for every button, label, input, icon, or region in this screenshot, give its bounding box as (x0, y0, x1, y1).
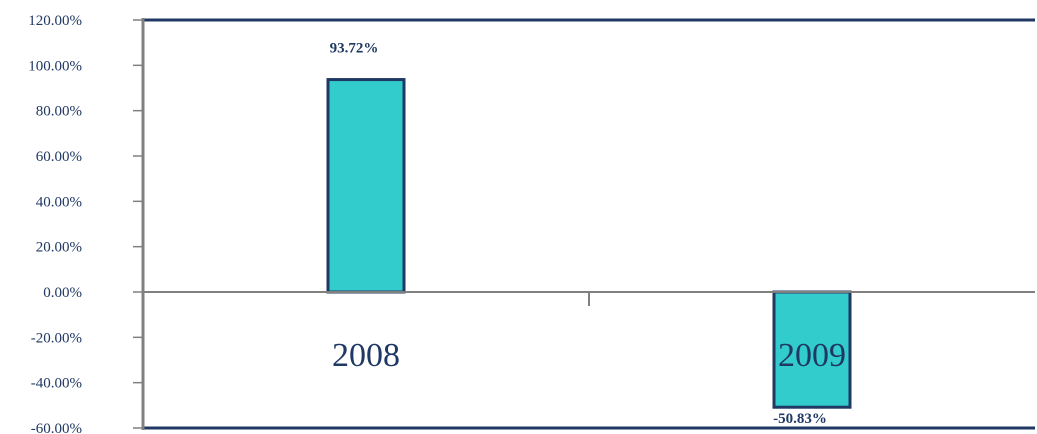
y-axis-ticks: 120.00% 100.00% 80.00% 60.00% 40.00% 20.00% 0.… (28, 13, 143, 434)
y-tick-label: 20.00% (36, 240, 82, 256)
y-tick-label: -60.00% (31, 421, 82, 434)
axes (141, 18, 1035, 430)
y-tick-label: 40.00% (36, 194, 82, 210)
data-label: 93.72% (330, 41, 379, 57)
y-tick-label: 0.00% (43, 285, 82, 301)
bar-2008 (326, 78, 406, 294)
bars (326, 78, 852, 409)
labels: 2008 93.72% 2009 -50.83% (330, 41, 846, 428)
plot-frame (143, 18, 1035, 430)
bar-2009 (772, 290, 852, 409)
data-label: -50.83% (773, 411, 827, 427)
y-tick-label: 60.00% (36, 149, 82, 165)
y-tick-label: 80.00% (36, 104, 82, 120)
x-category-label: 2008 (332, 337, 400, 374)
y-tick-label: 120.00% (28, 13, 82, 29)
x-category-label: 2009 (778, 337, 846, 374)
y-tick-label: 100.00% (28, 58, 82, 74)
y-tick-label: -40.00% (31, 376, 82, 392)
y-tick-label: -20.00% (31, 330, 82, 346)
